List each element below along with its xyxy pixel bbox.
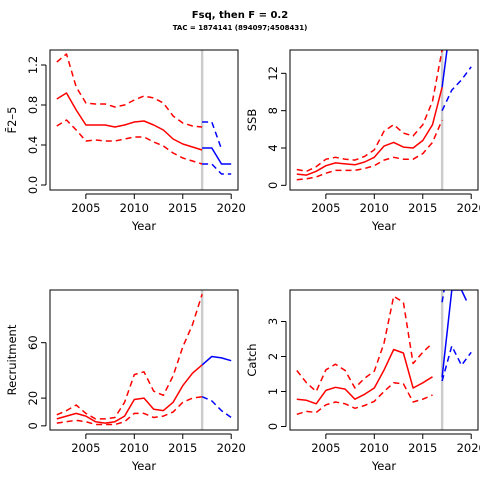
catch-panel-y-tick-label: 1	[266, 388, 280, 395]
ssb-panel-frame	[289, 49, 479, 191]
recruitment-panel-series	[56, 293, 232, 426]
figure-title: Fsq, then F = 0.2	[191, 10, 289, 21]
f-panel-y-tick-label: 0.0	[26, 176, 40, 194]
f-panel-projection-upper-line	[202, 121, 223, 150]
f-panel: 2005 2010 2015 2020 Year 0.0 0.4 0.8 1.2 F̄2–5	[5, 49, 246, 233]
ssb-panel-y-axis: 0 4 8 12 SSB	[245, 66, 287, 189]
f-panel-y-axis: 0.0 0.4 0.8 1.2 F̄2–5	[5, 56, 47, 194]
f-panel-x-tick-label: 2010	[120, 201, 149, 215]
ssb-panel-x-tick-label: 2020	[457, 201, 480, 215]
recruitment-panel-x-label: Year	[131, 459, 157, 473]
f-panel-x-label: Year	[131, 219, 157, 233]
f-panel-projection-median-line	[202, 147, 232, 165]
catch-panel-x-tick-label: 2015	[408, 441, 437, 455]
recruitment-panel-y-label: Recruitment	[5, 324, 19, 395]
ssb-panel-y-tick-label: 0	[266, 182, 280, 189]
catch-panel-historical-upper-line	[296, 295, 434, 393]
catch-panel-x-tick-label: 2005	[311, 441, 340, 455]
f-panel-x-tick-label: 2005	[71, 201, 100, 215]
recruitment-panel-historical-lower-line	[56, 395, 203, 426]
catch-panel-x-axis: 2005 2010 2015 2020 Year	[311, 433, 480, 473]
catch-panel-projection-median-line	[441, 290, 468, 378]
f-panel-y-tick-label: 0.8	[26, 96, 40, 114]
catch-panel-projection-upper-line	[441, 290, 445, 303]
f-panel-x-tick-label: 2015	[168, 201, 197, 215]
recruitment-panel-frame	[49, 289, 239, 431]
catch-panel-y-label: Catch	[245, 343, 259, 376]
ssb-panel-y-tick-label: 8	[266, 107, 280, 114]
recruitment-panel-historical-median-line	[56, 364, 203, 424]
recruitment-panel-projection-lower-line	[201, 396, 232, 419]
ssb-panel-series	[296, 50, 472, 181]
catch-panel-y-tick-label: 0	[266, 423, 280, 430]
ssb-panel-projection-lower-line	[441, 66, 472, 112]
catch-panel-x-label: Year	[371, 459, 397, 473]
ssb-panel-y-tick-label: 12	[266, 66, 280, 81]
f-panel-y-tick-label: 1.2	[26, 56, 40, 74]
catch-panel-frame	[289, 289, 479, 431]
catch-panel-y-tick-label: 3	[266, 318, 280, 325]
recruitment-panel-y-tick-label: 20	[26, 391, 40, 406]
catch-panel: 2005 2010 2015 2020 Year 0 1 2 3 Catch	[245, 289, 480, 473]
f-panel-y-tick-label: 0.4	[26, 136, 40, 154]
recruitment-panel-x-tick-label: 2020	[217, 441, 246, 455]
ssb-panel-x-label: Year	[371, 219, 397, 233]
ssb-panel-y-label: SSB	[245, 109, 259, 132]
recruitment-panel-x-tick-label: 2005	[71, 441, 100, 455]
f-panel-projection-lower-line	[202, 163, 232, 175]
ssb-panel-y-tick-label: 4	[266, 144, 280, 151]
recruitment-panel-historical-upper-line	[56, 293, 203, 420]
f-panel-y-label: F̄2–5	[5, 107, 19, 134]
recruitment-panel: 2005 2010 2015 2020 Year 0 20 60 Recruitment	[5, 289, 246, 473]
recruitment-panel-y-tick-label: 0	[26, 422, 40, 429]
recruitment-panel-y-tick-label: 60	[26, 335, 40, 350]
ssb-panel-x-tick-label: 2010	[360, 201, 389, 215]
f-panel-series	[56, 53, 232, 175]
catch-panel-x-tick-label: 2010	[360, 441, 389, 455]
f-panel-historical-median-line	[56, 92, 203, 151]
catch-panel-projection-lower-line	[441, 345, 472, 382]
ssb-panel-x-axis: 2005 2010 2015 2020 Year	[311, 193, 480, 233]
f-panel-historical-lower-line	[56, 119, 203, 165]
catch-panel-historical-lower-line	[296, 382, 433, 416]
recruitment-panel-x-tick-label: 2015	[168, 441, 197, 455]
recruitment-panel-y-axis: 0 20 60 Recruitment	[5, 324, 47, 430]
figure-subtitle: TAC = 1874141 (894097;4508431)	[172, 24, 308, 32]
catch-panel-x-tick-label: 2020	[457, 441, 480, 455]
recruitment-panel-x-axis: 2005 2010 2015 2020 Year	[71, 433, 246, 473]
recruitment-panel-projection-median-line	[201, 355, 232, 366]
ssb-panel-projection-median-line	[441, 50, 448, 88]
catch-panel-y-axis: 0 1 2 3 Catch	[245, 318, 287, 430]
f-panel-x-tick-label: 2020	[217, 201, 246, 215]
ssb-panel-x-tick-label: 2005	[311, 201, 340, 215]
ssb-panel-historical-median-line	[296, 87, 443, 176]
ssb-panel: 2005 2010 2015 2020 Year 0 4 8 12 SSB	[245, 49, 480, 233]
recruitment-panel-x-tick-label: 2010	[120, 441, 149, 455]
ssb-panel-x-tick-label: 2015	[408, 201, 437, 215]
f-panel-historical-upper-line	[56, 53, 203, 128]
catch-panel-y-tick-label: 2	[266, 353, 280, 360]
catch-panel-historical-median-line	[296, 348, 433, 405]
ssb-panel-historical-upper-line	[296, 50, 443, 173]
f-panel-x-axis: 2005 2010 2015 2020 Year	[71, 193, 246, 233]
f-panel-frame	[49, 49, 239, 191]
ssb-panel-historical-lower-line	[296, 119, 443, 181]
catch-panel-series	[296, 290, 472, 416]
